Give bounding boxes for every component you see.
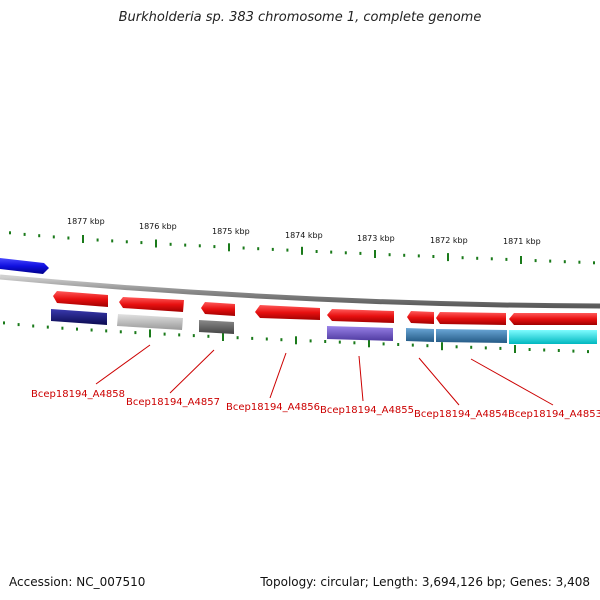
- kbp-label-1873: 1873 kbp: [357, 234, 395, 243]
- kbp-label-1871: 1871 kbp: [503, 237, 541, 246]
- kbp-label-1876: 1876 kbp: [139, 222, 177, 231]
- genome-title: Burkholderia sp. 383 chromosome 1, compl…: [118, 10, 482, 25]
- gene-arrow-a4853b[interactable]: [436, 312, 506, 325]
- kbp-label-1872: 1872 kbp: [430, 236, 468, 245]
- leader-lines: [95, 344, 554, 406]
- gene-arrow-a4854[interactable]: [327, 309, 394, 323]
- gene-label-a4853[interactable]: Bcep18194_A4853: [508, 409, 600, 420]
- gene-arrow-a4853c[interactable]: [509, 313, 597, 325]
- gene-label-a4858[interactable]: Bcep18194_A4858: [31, 389, 125, 400]
- chromosome-backbone: [0, 274, 600, 309]
- gene-label-a4856[interactable]: Bcep18194_A4856: [226, 402, 320, 413]
- gene-arrow-a4853a[interactable]: [407, 311, 434, 324]
- gene-arrow-a4855[interactable]: [255, 305, 320, 320]
- upper-scale-ticks: [9, 231, 595, 265]
- leader-a4857: [169, 349, 215, 394]
- partial-gene-arrow[interactable]: [0, 258, 49, 274]
- accession-text: Accession: NC_007510: [9, 575, 146, 589]
- gene-label-a4857[interactable]: Bcep18194_A4857: [126, 397, 220, 408]
- feature-bar-a4854b[interactable]: [436, 329, 507, 343]
- kbp-label-1877: 1877 kbp: [67, 217, 105, 226]
- kbp-label-1874: 1874 kbp: [285, 231, 323, 240]
- feature-bar-a4856[interactable]: [199, 320, 234, 334]
- lower-scale-ticks: [3, 321, 589, 354]
- feature-bar-a4854a[interactable]: [406, 328, 434, 342]
- gene-arrow-a4857[interactable]: [119, 297, 184, 312]
- kbp-label-1875: 1875 kbp: [212, 227, 250, 236]
- leader-a4853: [470, 358, 554, 406]
- gene-label-a4855[interactable]: Bcep18194_A4855: [320, 405, 414, 416]
- gene-arrow-a4856[interactable]: [201, 302, 235, 316]
- feature-bar-a4855[interactable]: [327, 326, 393, 341]
- leader-a4855: [358, 355, 364, 402]
- leader-a4858: [95, 344, 151, 385]
- feature-bar-a4857[interactable]: [117, 314, 183, 330]
- feature-bar-a4858[interactable]: [51, 309, 107, 325]
- gene-arrow-a4858[interactable]: [53, 291, 108, 307]
- feature-bar-a4853[interactable]: [509, 330, 597, 344]
- leader-a4854: [418, 357, 460, 406]
- genome-stats-text: Topology: circular; Length: 3,694,126 bp…: [260, 575, 590, 589]
- leader-a4856: [269, 352, 287, 399]
- gene-label-a4854[interactable]: Bcep18194_A4854: [414, 409, 508, 420]
